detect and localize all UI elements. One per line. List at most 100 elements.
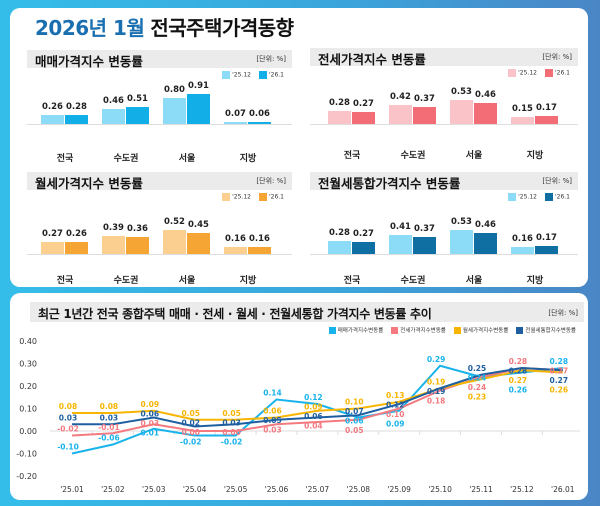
bar-value-label: 0.07 xyxy=(225,108,246,119)
legend-item: '26.1 xyxy=(258,193,284,201)
bar xyxy=(187,93,210,124)
data-label: 0.08 xyxy=(100,402,119,411)
trend-title: 최근 1년간 전국 종합주택 매매 · 전세 · 월세 · 전월세통합 가격지수… xyxy=(38,307,432,321)
data-label: -0.02 xyxy=(57,425,79,434)
data-label: 0.05 xyxy=(345,426,364,435)
bar-value-label: 0.36 xyxy=(127,224,148,235)
bar xyxy=(41,115,64,124)
bar xyxy=(65,242,88,254)
bar-value-label: 0.27 xyxy=(42,228,63,239)
bar-value-label: 0.26 xyxy=(42,102,63,113)
legend-swatch xyxy=(328,327,336,334)
legend: '25.12 '26.1 xyxy=(508,69,570,77)
series-line xyxy=(71,366,563,437)
data-label: 0.24 xyxy=(468,373,487,382)
data-label: 0.06 xyxy=(263,407,282,416)
series-line xyxy=(72,366,563,428)
x-tick-label: '25.04 xyxy=(183,485,207,494)
legend-swatch xyxy=(222,193,231,201)
legend-item: '26.1 xyxy=(544,69,570,77)
data-label: 0.25 xyxy=(468,364,487,373)
panel-title: 매매가격지수 변동률 xyxy=(35,54,143,69)
panel-header: 월세가격지수 변동률 [단위: %] xyxy=(27,172,292,191)
category-label: 지방 xyxy=(526,151,544,161)
bar xyxy=(126,237,149,254)
panel-title: 전세가격지수 변동률 xyxy=(318,52,426,67)
bar-value-label: 0.37 xyxy=(414,94,435,105)
data-label: 0.13 xyxy=(386,391,405,400)
category-label: 수도권 xyxy=(400,276,426,286)
x-tick-label: '25.11 xyxy=(469,485,493,494)
legend-label: '25.12 xyxy=(232,193,251,201)
data-label: 0.10 xyxy=(386,410,405,419)
legend-item: '26.1 xyxy=(258,71,284,79)
legend-label: '25.12 xyxy=(518,193,537,201)
unit-label: [단위: %] xyxy=(256,177,286,185)
page-title: 2026년 1월 전국주택가격동향 xyxy=(35,12,294,41)
data-label: 0.05 xyxy=(222,409,241,418)
data-label: 0.05 xyxy=(263,416,282,425)
bar-value-label: 0.26 xyxy=(66,229,87,240)
data-label: 0.06 xyxy=(345,417,364,426)
data-label: 0.05 xyxy=(181,409,200,418)
legend-item: '26.1 xyxy=(544,193,570,201)
bar xyxy=(474,103,497,124)
legend-item: '25.12 xyxy=(508,69,537,77)
data-label: 0.06 xyxy=(141,409,160,418)
x-tick-label: '25.08 xyxy=(347,485,371,494)
bar-value-label: 0.37 xyxy=(414,223,435,234)
legend-item: 매매가격지수변동률 xyxy=(328,326,384,334)
y-tick-label: 0.20 xyxy=(19,382,37,391)
bar-value-label: 0.06 xyxy=(249,109,270,119)
legend-swatch xyxy=(508,69,517,77)
category-label: 수도권 xyxy=(113,154,139,164)
legend: '25.12 '26.1 xyxy=(222,193,284,201)
bar-value-label: 0.28 xyxy=(329,98,350,109)
data-label: -0.06 xyxy=(98,434,120,443)
data-label: -0.10 xyxy=(57,443,79,452)
data-label: 0.00 xyxy=(222,428,241,437)
legend-label: 매매가격지수변동률 xyxy=(337,328,384,334)
category-label: 수도권 xyxy=(400,151,426,161)
panel-title: 전월세통합가격지수 변동률 xyxy=(318,176,461,191)
bar-value-label: 0.53 xyxy=(451,87,472,98)
series-line xyxy=(72,369,563,421)
bar xyxy=(248,246,271,254)
data-label: 0.01 xyxy=(141,428,160,437)
category-label: 서울 xyxy=(465,151,483,161)
bar-value-label: 0.28 xyxy=(66,101,87,112)
baseline xyxy=(27,254,292,255)
y-tick-label: 0.10 xyxy=(19,405,37,414)
bar-value-label: 0.28 xyxy=(329,228,350,239)
bar-value-label: 0.46 xyxy=(475,219,496,230)
x-tick-label: '25.10 xyxy=(428,485,452,494)
bar xyxy=(224,246,247,254)
data-label: 0.27 xyxy=(509,376,528,385)
bar xyxy=(511,117,534,124)
y-tick-label: 0.30 xyxy=(19,360,37,369)
data-label: 0.03 xyxy=(100,413,119,422)
legend-label: '26.1 xyxy=(268,71,284,79)
baseline xyxy=(310,124,578,125)
bar xyxy=(163,230,186,254)
legend: '25.12 '26.1 xyxy=(508,193,570,201)
legend-label: '26.1 xyxy=(268,193,284,201)
data-label: 0.03 xyxy=(59,413,78,422)
data-label: 0.00 xyxy=(181,428,200,437)
bar-value-label: 0.46 xyxy=(475,90,496,101)
data-label: 0.06 xyxy=(304,412,323,421)
legend-swatch xyxy=(544,193,553,201)
bar xyxy=(102,108,125,124)
legend-swatch xyxy=(516,327,524,334)
data-label: 0.07 xyxy=(345,407,364,416)
legend-swatch xyxy=(391,327,399,334)
y-tick-label: -0.10 xyxy=(16,450,37,459)
bar-value-label: 0.17 xyxy=(536,233,557,244)
data-label: 0.14 xyxy=(263,389,282,398)
panel-header: 전월세통합가격지수 변동률 [단위: %] xyxy=(310,172,578,191)
data-label: 0.09 xyxy=(304,403,323,412)
bar xyxy=(450,229,473,254)
bar-value-label: 0.16 xyxy=(512,233,533,244)
data-label: 0.03 xyxy=(141,419,160,428)
combined-rent-panel: 전월세통합가격지수 변동률 [단위: %] '25.12 '26.1 0.28 0.27 전… xyxy=(310,172,578,292)
